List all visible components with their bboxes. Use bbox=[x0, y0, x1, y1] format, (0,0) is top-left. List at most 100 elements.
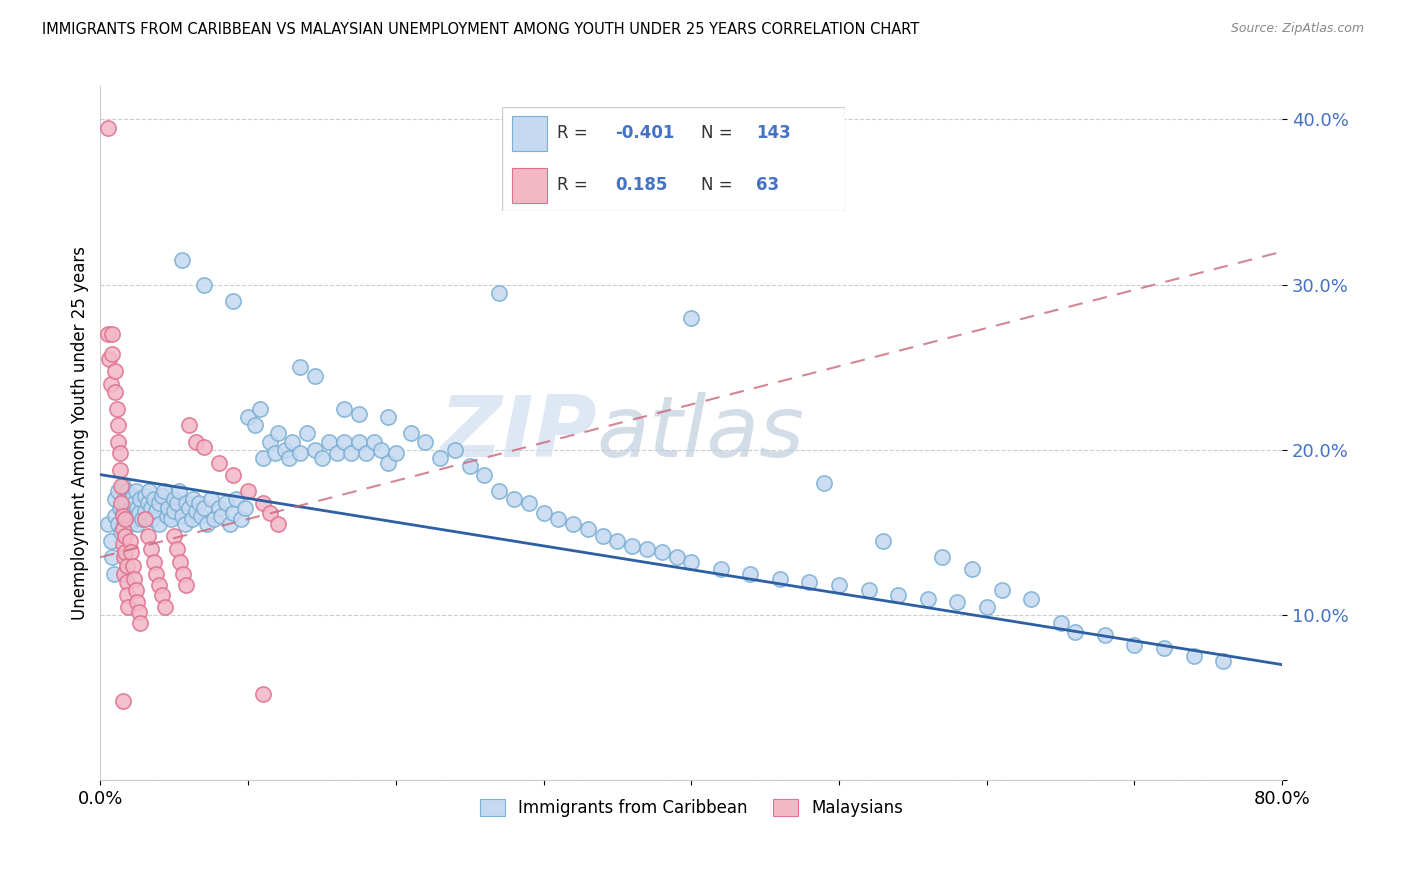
Point bbox=[340, 446, 363, 460]
Point bbox=[517, 496, 540, 510]
Point bbox=[236, 409, 259, 424]
Point bbox=[100, 533, 122, 548]
Point bbox=[799, 575, 821, 590]
Y-axis label: Unemployment Among Youth under 25 years: Unemployment Among Youth under 25 years bbox=[72, 246, 89, 620]
Point bbox=[990, 583, 1012, 598]
Point bbox=[252, 496, 274, 510]
Point bbox=[142, 492, 165, 507]
Point bbox=[117, 506, 139, 520]
Point bbox=[219, 517, 242, 532]
Point bbox=[333, 434, 356, 449]
Point bbox=[115, 588, 138, 602]
Point bbox=[858, 583, 880, 598]
Point bbox=[107, 517, 129, 532]
Point bbox=[236, 484, 259, 499]
Point bbox=[97, 120, 120, 135]
Point bbox=[114, 512, 136, 526]
Point bbox=[288, 360, 311, 375]
Point bbox=[111, 522, 134, 536]
Point bbox=[104, 363, 127, 377]
Point bbox=[356, 446, 378, 460]
Point bbox=[576, 522, 599, 536]
Point bbox=[114, 529, 136, 543]
Point bbox=[263, 446, 285, 460]
Point bbox=[115, 575, 138, 590]
Point bbox=[249, 401, 271, 416]
Point bbox=[101, 347, 124, 361]
Point bbox=[215, 496, 238, 510]
Point bbox=[193, 500, 215, 515]
Point bbox=[103, 566, 125, 581]
Point bbox=[377, 456, 399, 470]
Point bbox=[415, 434, 437, 449]
Point bbox=[347, 434, 370, 449]
Point bbox=[134, 489, 156, 503]
Point bbox=[104, 384, 127, 399]
Point bbox=[606, 533, 628, 548]
Point bbox=[124, 572, 146, 586]
Point bbox=[259, 434, 281, 449]
Point bbox=[153, 484, 176, 499]
Point bbox=[170, 252, 193, 267]
Point bbox=[114, 545, 136, 559]
Point bbox=[281, 434, 304, 449]
Point bbox=[121, 558, 143, 573]
Point bbox=[828, 578, 851, 592]
Point bbox=[120, 504, 142, 518]
Point bbox=[139, 541, 162, 556]
Point bbox=[129, 492, 152, 507]
Point bbox=[111, 506, 134, 520]
Point bbox=[166, 541, 188, 556]
Point bbox=[117, 599, 139, 614]
Point bbox=[225, 492, 247, 507]
Point bbox=[917, 591, 939, 606]
Point bbox=[157, 500, 180, 515]
Point bbox=[173, 517, 195, 532]
Point bbox=[160, 512, 183, 526]
Point bbox=[190, 508, 212, 523]
Point bbox=[193, 440, 215, 454]
Point bbox=[681, 555, 703, 569]
Point bbox=[533, 506, 555, 520]
Point bbox=[105, 401, 128, 416]
Point bbox=[200, 492, 222, 507]
Point bbox=[458, 459, 481, 474]
Point bbox=[155, 599, 177, 614]
Point bbox=[115, 484, 138, 499]
Point bbox=[399, 426, 422, 441]
Point bbox=[100, 376, 122, 391]
Point bbox=[488, 484, 510, 499]
Text: ZIP: ZIP bbox=[439, 392, 596, 475]
Point bbox=[145, 566, 167, 581]
Point bbox=[769, 572, 792, 586]
Point bbox=[740, 566, 762, 581]
Point bbox=[211, 508, 233, 523]
Point bbox=[193, 277, 215, 292]
Point bbox=[115, 558, 138, 573]
Point bbox=[127, 517, 149, 532]
Point bbox=[107, 418, 129, 433]
Point bbox=[125, 583, 148, 598]
Point bbox=[163, 492, 186, 507]
Point bbox=[134, 504, 156, 518]
Point bbox=[177, 418, 200, 433]
Point bbox=[202, 512, 225, 526]
Point bbox=[156, 508, 179, 523]
Point bbox=[188, 496, 211, 510]
Legend: Immigrants from Caribbean, Malaysians: Immigrants from Caribbean, Malaysians bbox=[472, 792, 910, 824]
Point bbox=[266, 426, 288, 441]
Point bbox=[960, 562, 983, 576]
Point bbox=[107, 484, 129, 499]
Point bbox=[97, 517, 120, 532]
Point bbox=[129, 616, 152, 631]
Point bbox=[278, 451, 301, 466]
Point bbox=[347, 407, 370, 421]
Point bbox=[385, 446, 408, 460]
Point bbox=[107, 434, 129, 449]
Point bbox=[181, 512, 204, 526]
Point bbox=[325, 446, 347, 460]
Point bbox=[166, 496, 188, 510]
Point bbox=[488, 285, 510, 300]
Point bbox=[112, 566, 135, 581]
Point bbox=[946, 595, 969, 609]
